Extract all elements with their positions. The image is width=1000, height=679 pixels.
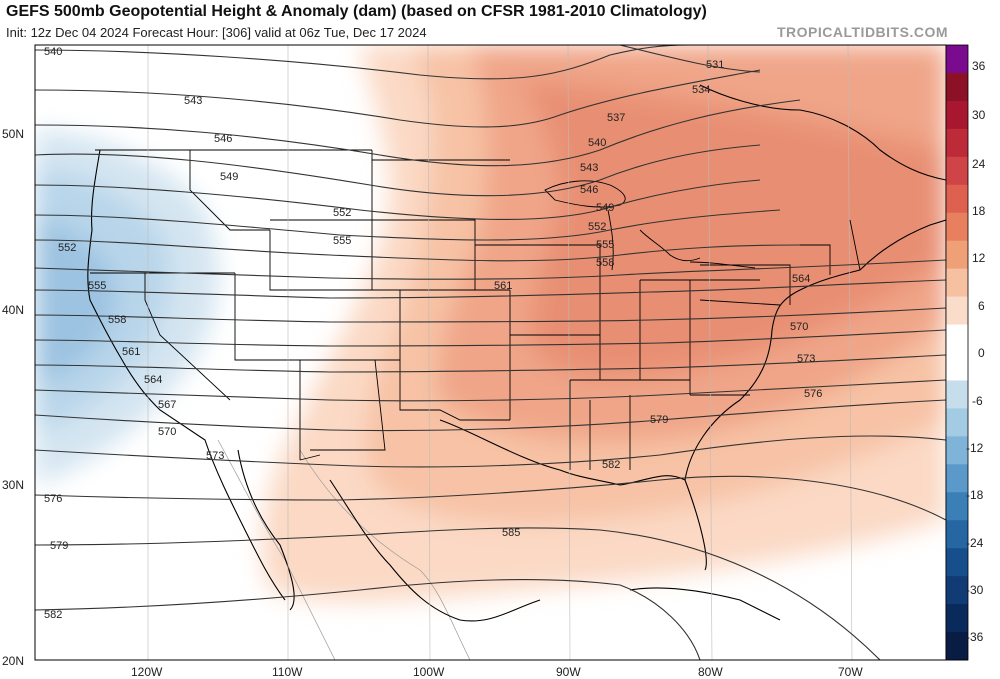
contour-label-567: 567 bbox=[158, 399, 176, 411]
colorbar-swatch bbox=[946, 408, 968, 437]
contour-label-555-west: 555 bbox=[88, 280, 106, 292]
positive-anomaly-shading bbox=[261, 45, 946, 602]
contour-label-543-east: 543 bbox=[580, 162, 598, 174]
state-borders bbox=[90, 149, 861, 470]
colorbar-swatch bbox=[946, 520, 968, 549]
lon-label-80w: 80W bbox=[698, 665, 723, 679]
colorbar-label-neg6: -6 bbox=[972, 394, 983, 408]
contour-label-561-west: 561 bbox=[122, 346, 140, 358]
contour-label-564-west: 564 bbox=[144, 374, 162, 386]
source-watermark: TROPICALTIDBITS.COM bbox=[776, 24, 948, 40]
colorbar-label-24: 24 bbox=[972, 157, 986, 171]
colorbar-label-neg36: -36 bbox=[966, 630, 984, 644]
height-contours bbox=[35, 45, 946, 660]
mexico-outline bbox=[217, 439, 471, 660]
colorbar-swatch bbox=[946, 352, 968, 381]
colorbar-label-36: 36 bbox=[972, 59, 986, 73]
init-forecast-info: Init: 12z Dec 04 2024 Forecast Hour: [30… bbox=[6, 25, 427, 40]
contour-labels: 540 543 546 549 552 552 555 555 558 561 … bbox=[44, 46, 822, 621]
colorbar-swatch bbox=[946, 72, 968, 102]
contour-label-555-east: 555 bbox=[596, 239, 614, 251]
map-panel: 540 543 546 549 552 552 555 555 558 561 … bbox=[35, 45, 946, 660]
colorbar-swatch bbox=[946, 324, 968, 353]
contour-label-537: 537 bbox=[607, 112, 625, 124]
contour-label-552-west: 552 bbox=[58, 242, 76, 254]
contour-label-558-east: 558 bbox=[596, 257, 614, 269]
contour-label-534: 534 bbox=[692, 84, 710, 96]
colorbar-swatch bbox=[946, 156, 968, 186]
colorbar-swatch bbox=[946, 576, 968, 605]
contour-label-546-east: 546 bbox=[580, 184, 598, 196]
contour-label-552-east: 552 bbox=[588, 221, 606, 233]
contour-label-573-east: 573 bbox=[797, 353, 815, 365]
contour-label-582-east: 582 bbox=[602, 459, 620, 471]
contour-label-549-east: 549 bbox=[596, 202, 614, 214]
lat-label-30n: 30N bbox=[2, 478, 24, 492]
lon-label-100w: 100W bbox=[413, 665, 445, 679]
contour-label-549: 549 bbox=[220, 171, 238, 183]
contour-label-540: 540 bbox=[44, 46, 62, 58]
colorbar-label-neg30: -30 bbox=[966, 583, 984, 597]
colorbar-swatch bbox=[946, 128, 968, 158]
colorbar-label-18: 18 bbox=[972, 204, 986, 218]
colorbar-frame bbox=[945, 44, 969, 661]
colorbar-swatch bbox=[946, 296, 968, 326]
colorbar-swatch bbox=[946, 45, 968, 74]
colorbar-label-6: 6 bbox=[978, 299, 985, 313]
contour-label-579-east: 579 bbox=[650, 414, 668, 426]
negative-anomaly-shading bbox=[35, 130, 219, 485]
contour-label-558-west: 558 bbox=[108, 314, 126, 326]
colorbar-swatch bbox=[946, 380, 968, 409]
latitude-labels: 50N 40N 30N 20N bbox=[2, 127, 24, 668]
colorbar-label-12: 12 bbox=[972, 251, 986, 265]
contour-label-582-west: 582 bbox=[44, 609, 62, 621]
colorbar-labels: 36 30 24 18 12 6 0 -6 -12 -18 -24 -30 -3… bbox=[966, 59, 986, 644]
contour-label-561: 561 bbox=[494, 280, 512, 292]
colorbar-swatch bbox=[946, 632, 968, 661]
contour-label-546: 546 bbox=[214, 133, 232, 145]
lon-label-70w: 70W bbox=[838, 665, 863, 679]
contour-label-531: 531 bbox=[706, 59, 724, 71]
colorbar-swatch bbox=[946, 268, 968, 298]
lon-label-120w: 120W bbox=[131, 665, 163, 679]
lon-label-90w: 90W bbox=[556, 665, 581, 679]
colorbar-label-neg24: -24 bbox=[966, 536, 984, 550]
colorbar-label-neg12: -12 bbox=[966, 441, 984, 455]
lat-lon-grid bbox=[147, 45, 853, 660]
contour-label-576-west: 576 bbox=[44, 493, 62, 505]
contour-label-576-east: 576 bbox=[804, 388, 822, 400]
colorbar-label-30: 30 bbox=[972, 108, 986, 122]
colorbar-label-neg18: -18 bbox=[966, 488, 984, 502]
colorbar-swatch bbox=[946, 184, 968, 214]
lat-label-50n: 50N bbox=[2, 127, 24, 141]
contour-label-579-west: 579 bbox=[50, 540, 68, 552]
contour-label-543: 543 bbox=[184, 95, 202, 107]
colorbar-swatch bbox=[946, 212, 968, 242]
contour-label-570-east: 570 bbox=[790, 321, 808, 333]
lon-label-110w: 110W bbox=[272, 665, 303, 679]
lat-label-20n: 20N bbox=[2, 654, 24, 668]
colorbar-swatch bbox=[946, 604, 968, 633]
great-lakes bbox=[544, 180, 756, 271]
contour-label-570-west: 570 bbox=[158, 426, 176, 438]
colorbar-swatch bbox=[946, 548, 968, 577]
colorbar-swatch bbox=[946, 492, 968, 521]
contour-label-564-east: 564 bbox=[792, 273, 810, 285]
contour-label-540-east: 540 bbox=[588, 137, 606, 149]
contour-label-555: 555 bbox=[333, 235, 351, 247]
contour-label-552: 552 bbox=[333, 207, 351, 219]
lat-label-40n: 40N bbox=[2, 303, 24, 317]
contour-label-585: 585 bbox=[502, 527, 520, 539]
coastlines bbox=[87, 84, 946, 622]
anomaly-colorbar bbox=[945, 44, 969, 661]
colorbar-swatch bbox=[946, 100, 968, 130]
contour-label-573-west: 573 bbox=[206, 450, 224, 462]
colorbar-swatch bbox=[946, 240, 968, 270]
longitude-labels: 120W 110W 100W 90W 80W 70W bbox=[131, 665, 863, 679]
colorbar-swatch bbox=[946, 464, 968, 493]
map-title: GEFS 500mb Geopotential Height & Anomaly… bbox=[6, 3, 707, 20]
colorbar-label-0: 0 bbox=[978, 346, 985, 360]
colorbar-swatch bbox=[946, 436, 968, 465]
